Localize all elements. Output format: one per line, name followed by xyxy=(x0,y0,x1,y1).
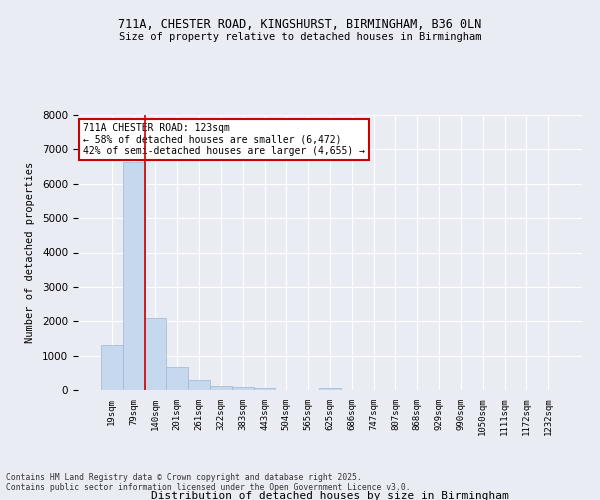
Bar xyxy=(210,386,232,390)
Bar xyxy=(232,387,254,390)
Y-axis label: Number of detached properties: Number of detached properties xyxy=(25,162,35,343)
Text: 711A, CHESTER ROAD, KINGSHURST, BIRMINGHAM, B36 0LN: 711A, CHESTER ROAD, KINGSHURST, BIRMINGH… xyxy=(118,18,482,30)
Bar xyxy=(188,380,210,390)
Bar xyxy=(101,346,123,390)
Bar xyxy=(123,162,145,390)
Bar xyxy=(254,388,275,390)
Text: Size of property relative to detached houses in Birmingham: Size of property relative to detached ho… xyxy=(119,32,481,42)
X-axis label: Distribution of detached houses by size in Birmingham: Distribution of detached houses by size … xyxy=(151,491,509,500)
Bar xyxy=(145,318,166,390)
Text: Contains HM Land Registry data © Crown copyright and database right 2025.
Contai: Contains HM Land Registry data © Crown c… xyxy=(6,473,410,492)
Text: 711A CHESTER ROAD: 123sqm
← 58% of detached houses are smaller (6,472)
42% of se: 711A CHESTER ROAD: 123sqm ← 58% of detac… xyxy=(83,123,365,156)
Bar xyxy=(166,368,188,390)
Bar xyxy=(319,388,341,390)
